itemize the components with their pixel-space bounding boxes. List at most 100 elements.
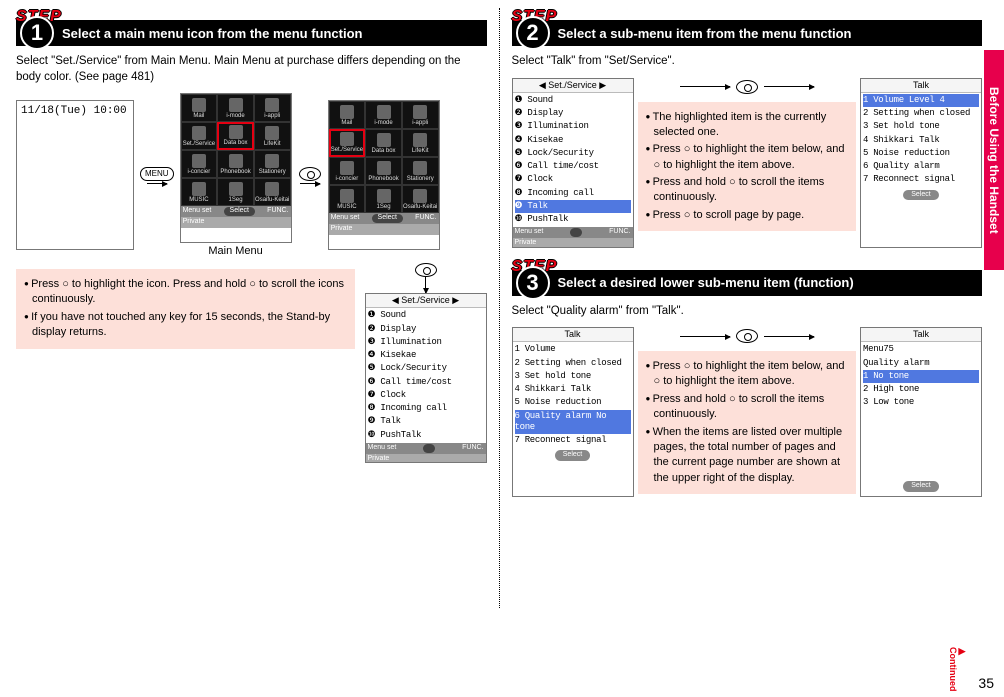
note: If you have not touched any key for 15 s… bbox=[24, 310, 347, 341]
list-item: 1 Volume Level 4 bbox=[863, 94, 979, 107]
nav-key-icon bbox=[299, 167, 321, 181]
list-item: ❾ Talk bbox=[515, 200, 631, 213]
list-item: 5 Noise reduction bbox=[515, 396, 631, 409]
step1-screens: 11/18(Tue) 10:00 MENU Maili-modei-appliS… bbox=[16, 93, 487, 257]
list-item: ❹ Kisekae bbox=[515, 134, 631, 147]
standby-screen: 11/18(Tue) 10:00 bbox=[16, 100, 134, 250]
list-item: ❻ Call time/cost bbox=[515, 160, 631, 173]
set-service-screen: ◀ Set./Service ▶ ❶ Sound❷ Display❸ Illum… bbox=[365, 293, 487, 463]
list-item: 2 Setting when closed bbox=[515, 357, 631, 370]
menu-cell: LifeKit bbox=[254, 122, 291, 150]
list-item: 5 Noise reduction bbox=[863, 147, 979, 160]
main-menu-screen-1: Maili-modei-appli Set./ServiceData boxLif… bbox=[180, 93, 292, 243]
footer-right: FUNC. bbox=[267, 207, 288, 216]
list-item: ❹ Kisekae bbox=[368, 349, 484, 362]
menu-cell: i-mode bbox=[365, 101, 402, 129]
list-item: ❷ Display bbox=[515, 107, 631, 120]
menu-cell: Stationery bbox=[254, 150, 291, 178]
menu-cell: i-concier bbox=[329, 157, 366, 185]
talk-list: Talk 1 Volume Level 42 Setting when clos… bbox=[860, 78, 982, 248]
list-item: ❽ Incoming call bbox=[368, 402, 484, 415]
footer-bl: Private bbox=[183, 218, 205, 227]
arrow-down-icon bbox=[425, 277, 426, 293]
menu-cell: Stationery bbox=[402, 157, 439, 185]
list-item: 3 Set hold tone bbox=[863, 120, 979, 133]
list-item: 1 No tone bbox=[863, 370, 979, 383]
list-item: ❺ Lock/Security bbox=[515, 147, 631, 160]
step1-bar: 1 Select a main menu icon from the menu … bbox=[16, 20, 487, 46]
list-item: ❿ PushTalk bbox=[515, 213, 631, 226]
list-item: 3 Set hold tone bbox=[515, 370, 631, 383]
step1-notes: Press ○ to highlight the icon. Press and… bbox=[16, 269, 355, 349]
menu-cell: 1Seg bbox=[217, 178, 254, 206]
menu-cell: Phonebook bbox=[365, 157, 402, 185]
talk-submenu: Talk 1 Volume2 Setting when closed3 Set … bbox=[512, 327, 634, 497]
menu-cell: i-concier bbox=[181, 150, 218, 178]
menu-cell: i-appli bbox=[254, 94, 291, 122]
list-item: 2 High tone bbox=[863, 383, 979, 396]
list-item: ❸ Illumination bbox=[515, 120, 631, 133]
menu-cell: Data box bbox=[365, 129, 402, 157]
step3-title: Select a desired lower sub-menu item (fu… bbox=[558, 275, 862, 290]
list-item: 3 Low tone bbox=[863, 396, 979, 409]
list-item: 7 Reconnect signal bbox=[863, 173, 979, 186]
menu-cell: Set./Service bbox=[329, 129, 366, 157]
footer-left: Menu set bbox=[183, 207, 212, 216]
step-number: 3 bbox=[516, 266, 550, 300]
step-number: 1 bbox=[20, 16, 54, 50]
standby-time: 11/18(Tue) 10:00 bbox=[17, 101, 133, 123]
menu-cell: MUSIC bbox=[329, 185, 366, 213]
list-item: ❷ Display bbox=[368, 323, 484, 336]
menu-cell: Phonebook bbox=[217, 150, 254, 178]
menu-cell: i-appli bbox=[402, 101, 439, 129]
step2-body: Select "Talk" from "Set/Service". bbox=[512, 54, 983, 70]
menu-cell: 1Seg bbox=[365, 185, 402, 213]
page-number: 35 bbox=[978, 675, 994, 691]
list-item: ❼ Clock bbox=[515, 173, 631, 186]
set-service-list: ◀ Set./Service ▶ ❶ Sound❷ Display❸ Illum… bbox=[512, 78, 634, 248]
menu-cell: Mail bbox=[181, 94, 218, 122]
list-item: ❻ Call time/cost bbox=[368, 376, 484, 389]
step2-title: Select a sub-menu item from the menu fun… bbox=[558, 26, 860, 41]
menu-cell: Osaifu-Keitai bbox=[254, 178, 291, 206]
step-number: 2 bbox=[516, 16, 550, 50]
quality-alarm-screen: Talk Menu75 Quality alarm 1 No tone2 Hig… bbox=[860, 327, 982, 497]
list-item: 7 Reconnect signal bbox=[515, 434, 631, 447]
continued-marker: Continued bbox=[948, 647, 968, 692]
menu-cell: Mail bbox=[329, 101, 366, 129]
menu-cell: LifeKit bbox=[402, 129, 439, 157]
main-menu-screen-2: Maili-modei-appli Set./ServiceData boxLif… bbox=[328, 100, 440, 250]
list-item: 2 Setting when closed bbox=[863, 107, 979, 120]
arrow-icon bbox=[147, 183, 167, 184]
menu-key: MENU bbox=[140, 167, 174, 181]
list-item: 4 Shikkari Talk bbox=[515, 383, 631, 396]
list-item: ❸ Illumination bbox=[368, 336, 484, 349]
list-item: ❼ Clock bbox=[368, 389, 484, 402]
nav-key-icon bbox=[415, 263, 437, 277]
list-item: ❽ Incoming call bbox=[515, 187, 631, 200]
main-menu-caption: Main Menu bbox=[208, 245, 262, 257]
menu-cell: MUSIC bbox=[181, 178, 218, 206]
list-item: ❶ Sound bbox=[515, 94, 631, 107]
list-item: ❶ Sound bbox=[368, 309, 484, 322]
list-item: ❿ PushTalk bbox=[368, 429, 484, 442]
step2-notes: The highlighted item is the currently se… bbox=[638, 102, 857, 232]
step1-body: Select "Set./Service" from Main Menu. Ma… bbox=[16, 54, 487, 85]
step1-title: Select a main menu icon from the menu fu… bbox=[62, 26, 371, 41]
list-item: 1 Volume bbox=[515, 343, 631, 356]
menu-cell: Osaifu-Keitai bbox=[402, 185, 439, 213]
nav-key-icon bbox=[736, 329, 758, 343]
note: Press ○ to highlight the icon. Press and… bbox=[24, 277, 347, 308]
side-tab: Before Using the Handset bbox=[984, 50, 1004, 270]
step3-notes: Press ○ to highlight the item below, and… bbox=[638, 351, 857, 494]
step3-body: Select "Quality alarm" from "Talk". bbox=[512, 304, 983, 320]
arrow-icon bbox=[300, 183, 320, 184]
menu-cell: Set./Service bbox=[181, 122, 218, 150]
list-item: ❾ Talk bbox=[368, 415, 484, 428]
nav-key-icon bbox=[736, 80, 758, 94]
menu-cell: i-mode bbox=[217, 94, 254, 122]
menu-cell: Data box bbox=[217, 122, 254, 150]
list-item: 6 Quality alarm bbox=[863, 160, 979, 173]
footer-mid: Select bbox=[224, 207, 255, 216]
screen-header: ◀ Set./Service ▶ bbox=[366, 294, 486, 308]
